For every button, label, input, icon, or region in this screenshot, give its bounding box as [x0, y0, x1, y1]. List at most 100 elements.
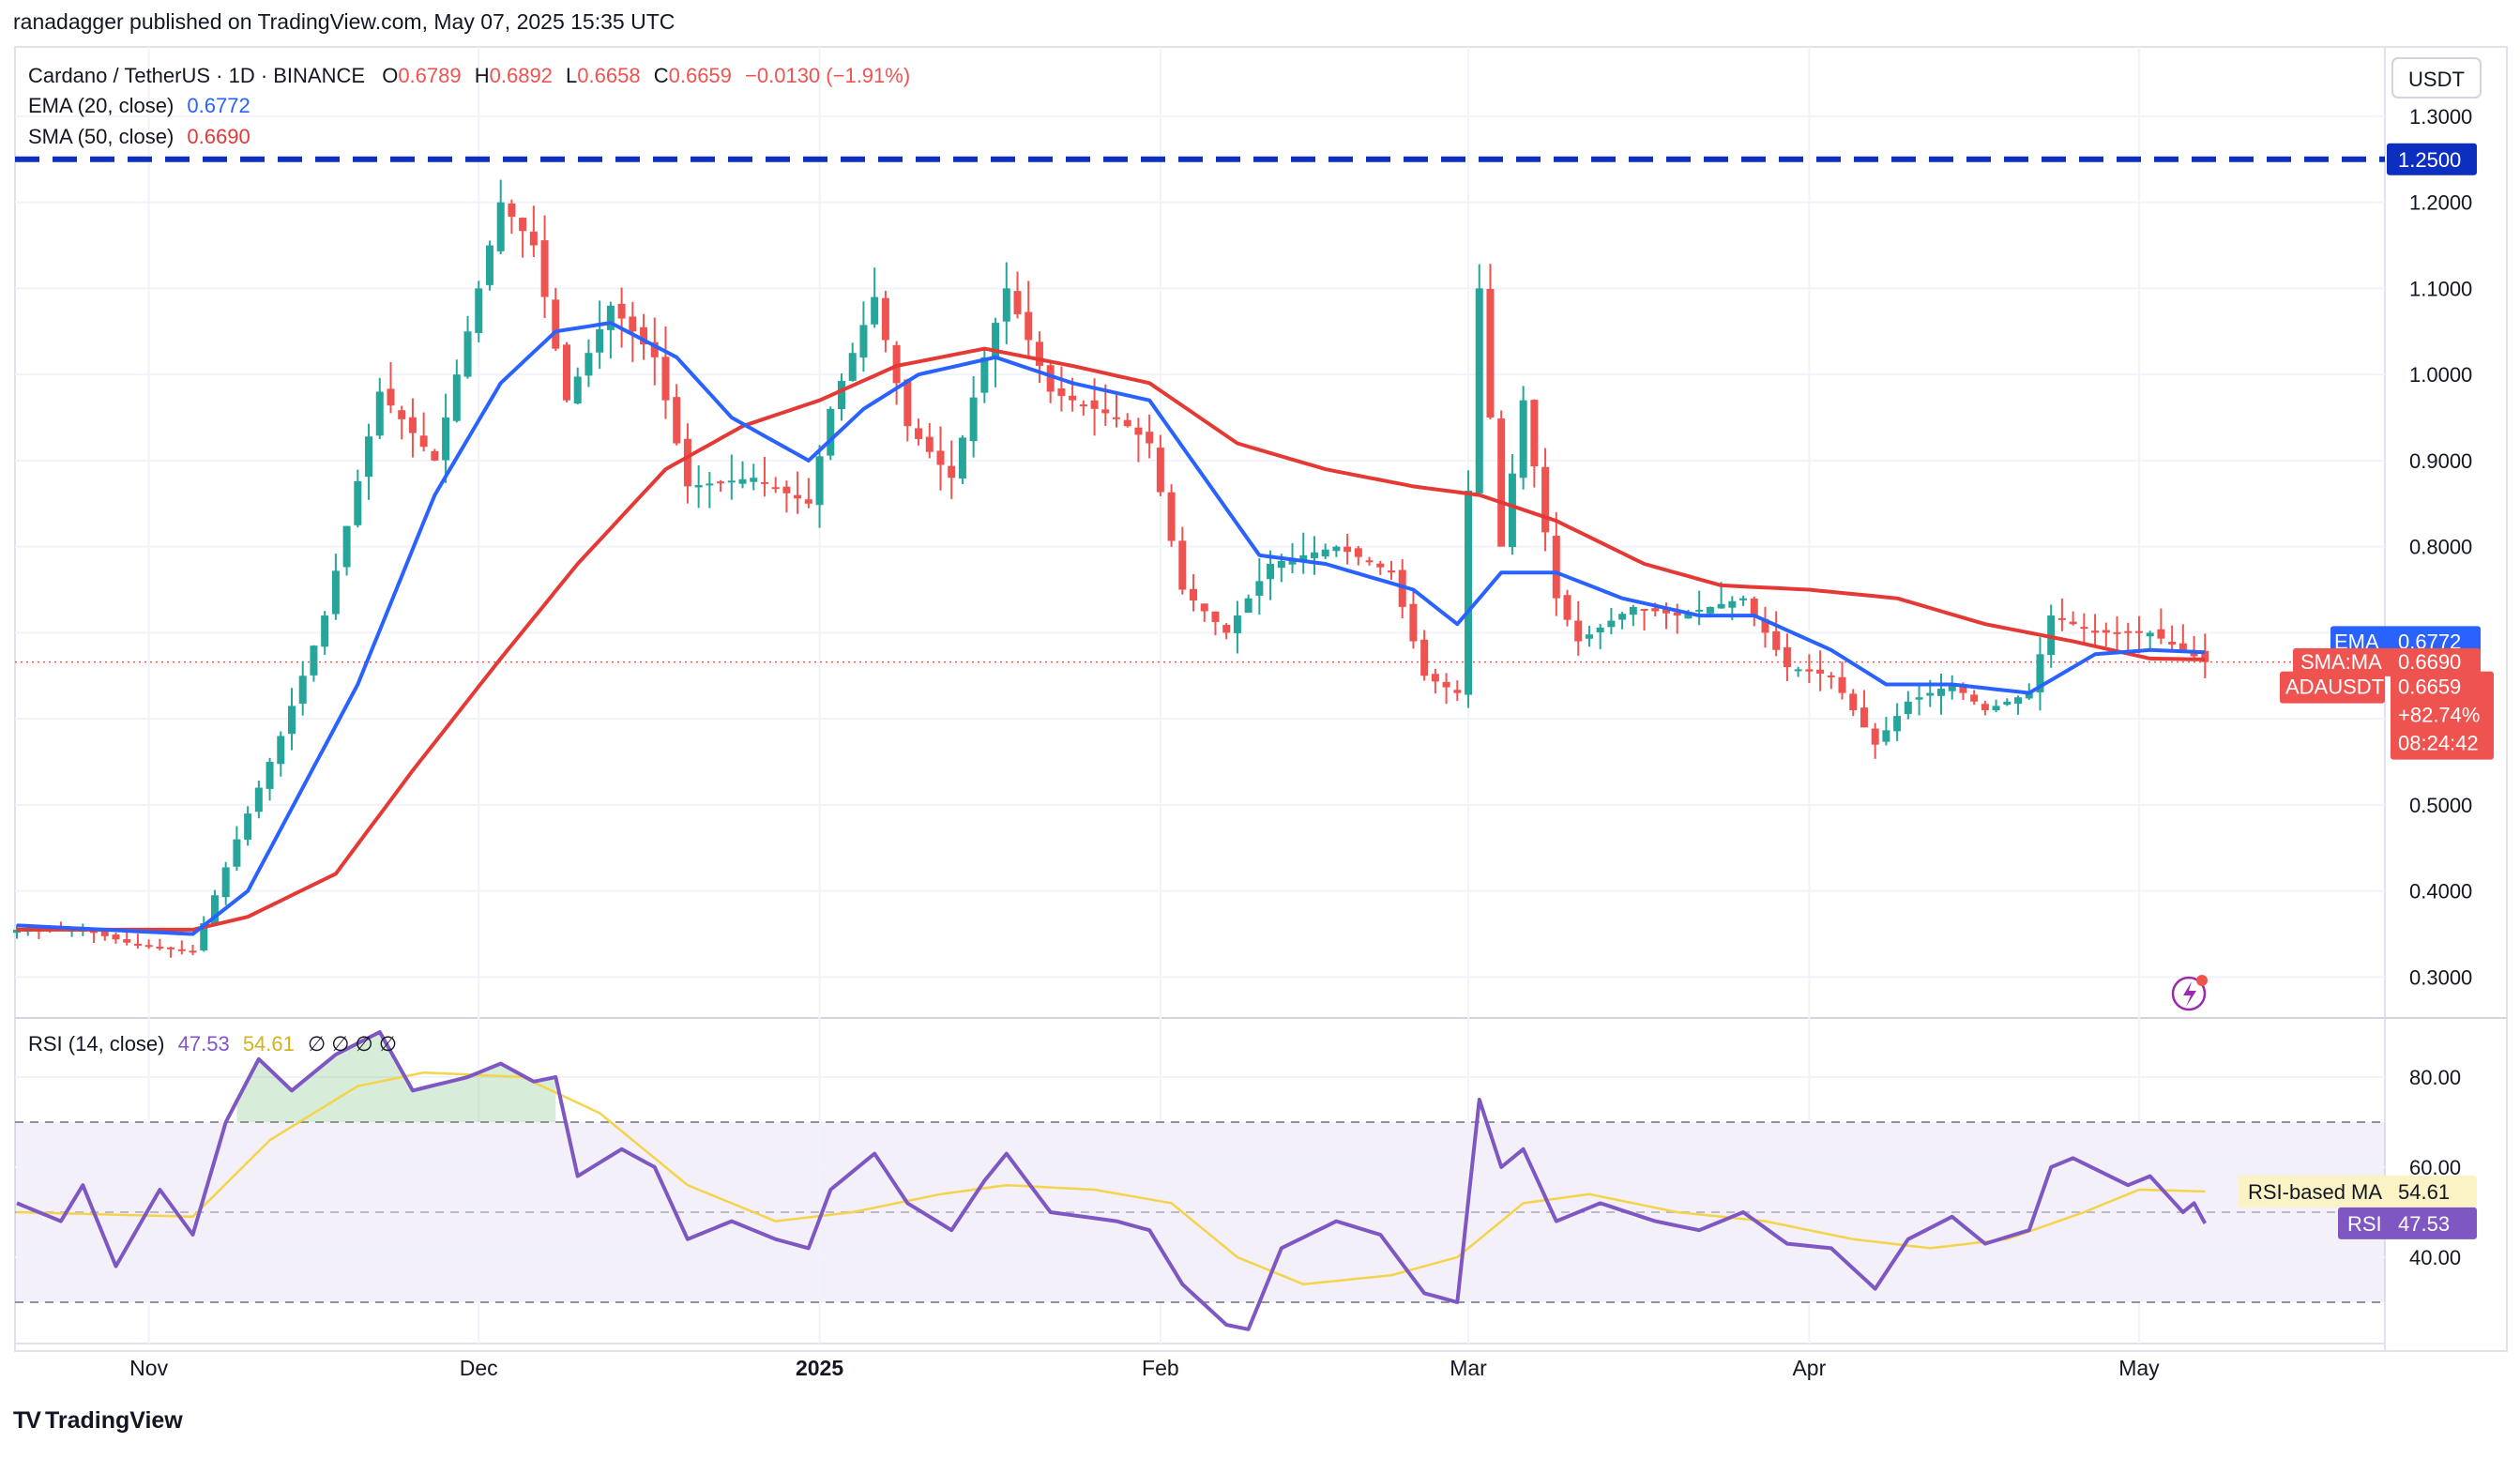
candle-body: [992, 323, 1000, 359]
grid-lines: [15, 47, 2385, 1344]
candle-body: [617, 303, 626, 319]
candle-body: [1574, 620, 1583, 642]
candles-layer: [13, 179, 2209, 958]
candle-body: [804, 499, 812, 504]
candle-body: [1420, 639, 1429, 676]
candle-body: [969, 397, 978, 442]
rsi-line: [16, 1030, 2208, 1331]
candle-body: [815, 456, 824, 506]
legend-ema-value: 0.6772: [187, 94, 250, 117]
lightning-icon[interactable]: [2171, 975, 2208, 1011]
candle-body: [1992, 706, 2000, 711]
candle-body: [584, 353, 593, 376]
candle-body: [1146, 432, 1154, 444]
last-price-badge: [2391, 671, 2494, 760]
candle-body: [1882, 730, 1890, 742]
candle-body: [1057, 387, 1066, 397]
legend-change: −0.0130 (−1.91%): [745, 64, 910, 87]
candle-body: [1035, 342, 1043, 366]
time-tick-label: Apr: [1792, 1356, 1826, 1380]
legend-l-label: L: [566, 64, 577, 87]
candle-body: [573, 376, 582, 404]
time-tick-label: Feb: [1142, 1356, 1179, 1380]
candle-body: [903, 379, 912, 427]
candle-body: [2157, 629, 2165, 639]
candle-body: [606, 305, 615, 330]
candle-body: [2146, 632, 2154, 637]
candle-body: [442, 418, 450, 461]
candle-body: [661, 357, 670, 401]
candle-body: [1761, 618, 1769, 633]
candle-body: [1310, 552, 1318, 558]
tradingview-mark-icon: TV: [13, 1407, 41, 1434]
bar-countdown: 08:24:42: [2398, 732, 2479, 755]
candle-body: [2014, 697, 2023, 705]
candle-body: [167, 947, 175, 949]
legend-c-value: 0.6659: [669, 64, 732, 87]
candle-body: [1025, 311, 1033, 341]
candle-body: [1662, 607, 1670, 614]
pair-badge: [2280, 671, 2385, 704]
candle-body: [1607, 620, 1616, 628]
candle-body: [915, 428, 923, 439]
candle-body: [958, 437, 966, 479]
rsi-tick-label: 40.00: [2409, 1246, 2461, 1269]
price-tick-label: 0.9000: [2409, 449, 2472, 473]
candle-body: [1552, 536, 1560, 599]
candle-body: [727, 480, 736, 483]
legend-sma-value: 0.6690: [187, 125, 250, 148]
candle-body: [1431, 674, 1439, 682]
candle-body: [123, 939, 131, 943]
main-pane-border: [14, 46, 2508, 1352]
candle-body: [2003, 701, 2011, 706]
candle-body: [1794, 669, 1802, 672]
currency-button[interactable]: [2391, 57, 2482, 99]
candle-body: [298, 676, 307, 704]
price-tick-label: 0.5000: [2409, 794, 2472, 817]
candle-body: [375, 391, 384, 436]
time-tick-label: Nov: [129, 1356, 168, 1380]
legend-h-value: 0.6892: [490, 64, 553, 87]
candle-body: [1475, 288, 1483, 494]
candle-body: [1706, 606, 1714, 614]
candle-body: [1267, 564, 1275, 580]
candle-body: [1684, 612, 1693, 619]
candle-body: [673, 397, 681, 444]
sma-badge-name: SMA:MA: [2300, 650, 2382, 674]
tradingview-logo[interactable]: TV TradingView: [13, 1407, 183, 1435]
rsi-ma-badge-value: 54.61: [2398, 1180, 2450, 1204]
legend-row-1: Cardano / TetherUS · 1D · BINANCE O0.678…: [28, 64, 910, 87]
candle-body: [2178, 643, 2187, 651]
candle-body: [1409, 603, 1418, 642]
sma50-line: [17, 346, 2206, 932]
candle-body: [254, 787, 263, 813]
candle-body: [1134, 427, 1143, 435]
candle-body: [1113, 417, 1120, 419]
rsi-ma-badge-name: RSI-based MA: [2248, 1180, 2382, 1204]
candle-body: [277, 736, 285, 765]
candle-body: [1640, 608, 1648, 611]
candle-body: [1365, 560, 1374, 563]
price-tick-label: 0.8000: [2409, 536, 2472, 559]
candle-body: [859, 325, 868, 358]
candle-body: [1805, 669, 1814, 672]
candle-body: [485, 245, 493, 285]
candle-body: [2190, 652, 2198, 657]
candle-body: [1013, 291, 1022, 314]
axis-labels: 1.3000 1.2000 1.1000 1.0000 0.9000 0.8000 0.50…: [129, 105, 2472, 1380]
candle-body: [1618, 614, 1627, 620]
candle-body: [794, 494, 802, 499]
time-tick-label: Mar: [1450, 1356, 1487, 1380]
candle-body: [1332, 546, 1341, 552]
candle-body: [2069, 621, 2077, 625]
candle-body: [210, 895, 219, 925]
candle-body: [1343, 546, 1352, 553]
candle-body: [475, 288, 483, 333]
candle-body: [1926, 692, 1935, 696]
candle-body: [431, 450, 439, 461]
legend-rsi-value: 47.53: [178, 1032, 230, 1056]
level-badge: [2387, 143, 2477, 175]
candle-body: [177, 949, 186, 951]
indicator-lines: [16, 321, 2206, 936]
